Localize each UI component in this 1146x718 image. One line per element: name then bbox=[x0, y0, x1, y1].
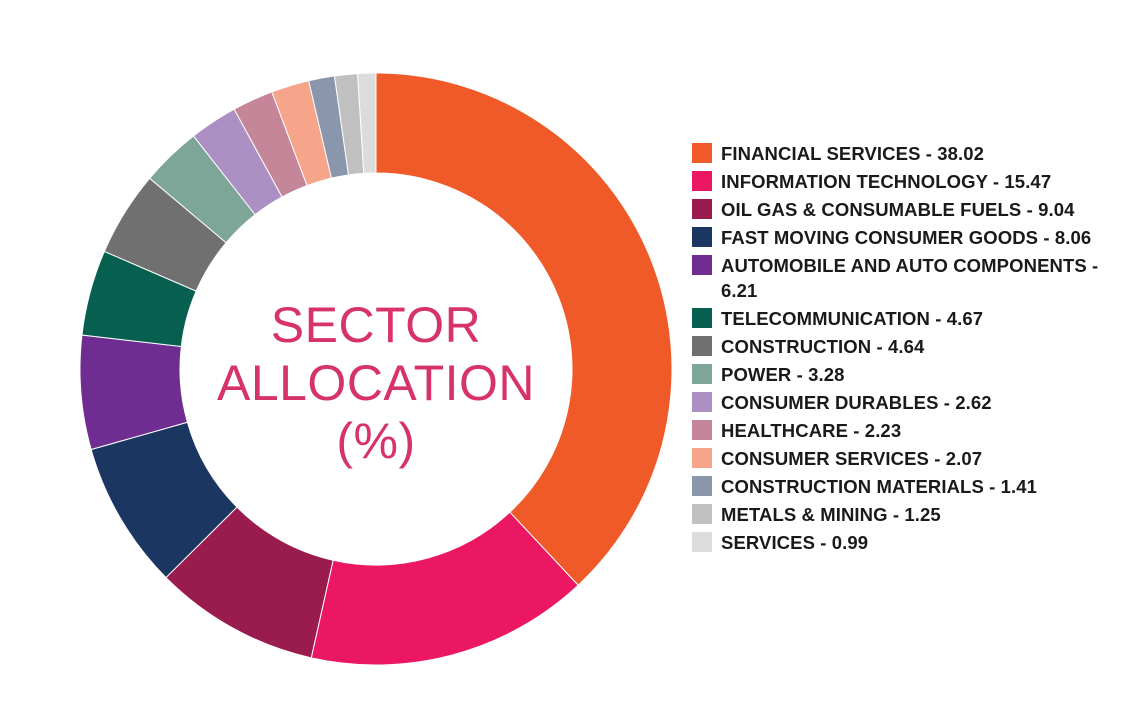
legend-item-5: TELECOMMUNICATION - 4.67 bbox=[692, 306, 1132, 331]
legend-swatch-9 bbox=[692, 420, 712, 440]
chart-title-line-2: ALLOCATION bbox=[216, 355, 536, 411]
legend-label-6: CONSTRUCTION - 4.64 bbox=[721, 336, 925, 357]
legend-swatch-5 bbox=[692, 308, 712, 328]
legend-swatch-4 bbox=[692, 255, 712, 275]
chart-title-line-1: SECTOR bbox=[270, 297, 482, 353]
legend-label-1: INFORMATION TECHNOLOGY - 15.47 bbox=[721, 171, 1052, 192]
chart-title: SECTOR ALLOCATION (%) bbox=[200, 296, 552, 470]
pie-slice-0 bbox=[375, 72, 673, 586]
legend-item-8: CONSUMER DURABLES - 2.62 bbox=[692, 390, 1132, 415]
legend-swatch-1 bbox=[692, 171, 712, 191]
legend-label-10: CONSUMER SERVICES - 2.07 bbox=[721, 448, 983, 469]
legend-item-12: METALS & MINING - 1.25 bbox=[692, 502, 1132, 527]
legend-swatch-7 bbox=[692, 364, 712, 384]
legend-item-4: AUTOMOBILE AND AUTO COMPONENTS - 6.21 bbox=[692, 253, 1132, 303]
legend-label-9: HEALTHCARE - 2.23 bbox=[721, 420, 902, 441]
legend-label-13: SERVICES - 0.99 bbox=[721, 532, 869, 553]
legend-swatch-12 bbox=[692, 504, 712, 524]
legend-swatch-10 bbox=[692, 448, 712, 468]
legend-item-13: SERVICES - 0.99 bbox=[692, 530, 1132, 555]
legend-item-11: CONSTRUCTION MATERIALS - 1.41 bbox=[692, 474, 1132, 499]
legend-item-0: FINANCIAL SERVICES - 38.02 bbox=[692, 141, 1132, 166]
legend-item-9: HEALTHCARE - 2.23 bbox=[692, 418, 1132, 443]
legend-item-2: OIL GAS & CONSUMABLE FUELS - 9.04 bbox=[692, 197, 1132, 222]
legend-item-6: CONSTRUCTION - 4.64 bbox=[692, 334, 1132, 359]
legend-item-10: CONSUMER SERVICES - 2.07 bbox=[692, 446, 1132, 471]
legend-label-11: CONSTRUCTION MATERIALS - 1.41 bbox=[721, 476, 1038, 497]
legend-label-5: TELECOMMUNICATION - 4.67 bbox=[721, 308, 984, 329]
legend-label-3: FAST MOVING CONSUMER GOODS - 8.06 bbox=[721, 227, 1092, 248]
legend-label-8: CONSUMER DURABLES - 2.62 bbox=[721, 392, 992, 413]
legend-swatch-0 bbox=[692, 143, 712, 163]
legend-swatch-6 bbox=[692, 336, 712, 356]
legend-item-1: INFORMATION TECHNOLOGY - 15.47 bbox=[692, 169, 1132, 194]
legend-item-3: FAST MOVING CONSUMER GOODS - 8.06 bbox=[692, 225, 1132, 250]
chart-title-line-3: (%) bbox=[336, 413, 416, 469]
chart-legend: FINANCIAL SERVICES - 38.02 INFORMATION TE… bbox=[692, 141, 1132, 558]
legend-label-7: POWER - 3.28 bbox=[721, 364, 845, 385]
legend-swatch-3 bbox=[692, 227, 712, 247]
pie-slice-13 bbox=[357, 72, 377, 174]
legend-swatch-13 bbox=[692, 532, 712, 552]
legend-label-2: OIL GAS & CONSUMABLE FUELS - 9.04 bbox=[721, 199, 1075, 220]
legend-label-0: FINANCIAL SERVICES - 38.02 bbox=[721, 143, 985, 164]
legend-swatch-2 bbox=[692, 199, 712, 219]
legend-item-7: POWER - 3.28 bbox=[692, 362, 1132, 387]
legend-label-4: AUTOMOBILE AND AUTO COMPONENTS - 6.21 bbox=[721, 255, 1099, 301]
legend-swatch-8 bbox=[692, 392, 712, 412]
legend-label-12: METALS & MINING - 1.25 bbox=[721, 504, 941, 525]
legend-swatch-11 bbox=[692, 476, 712, 496]
